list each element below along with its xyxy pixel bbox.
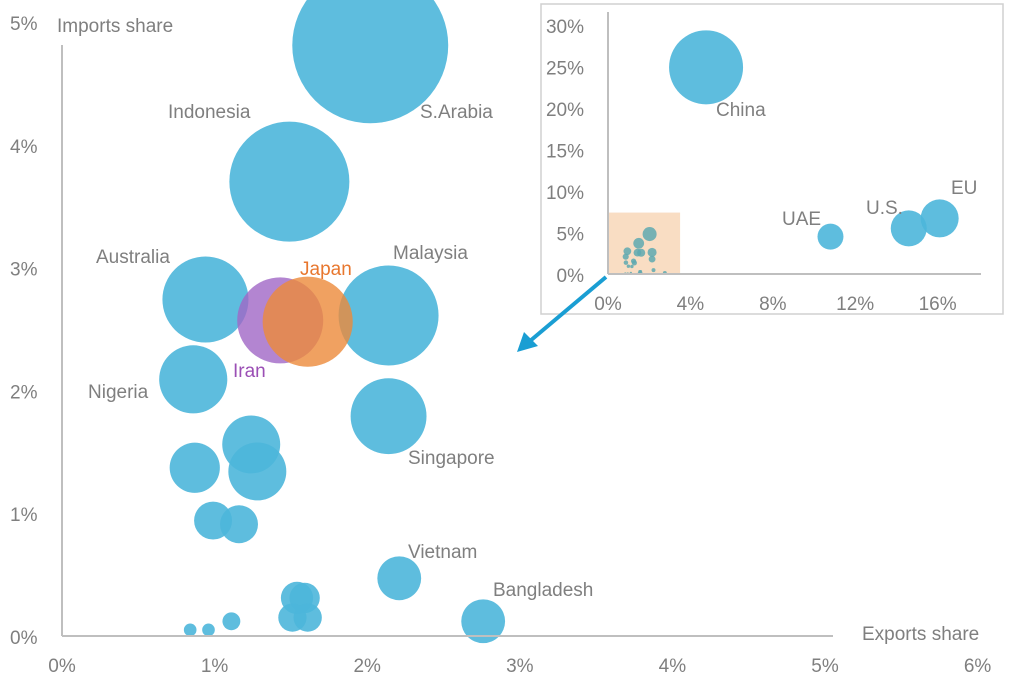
inset-y-tick-label: 25% xyxy=(546,59,584,80)
inset-chart: 0% 4% 8% 12% 16% 0% 5% 10% 15% 20% 25% 30% China UAE… xyxy=(540,3,1004,315)
y-tick-label: 1% xyxy=(10,505,38,526)
y-tick-label: 3% xyxy=(10,260,38,281)
bubble-bangladesh xyxy=(461,599,506,644)
inset-ticks: 0% 4% 8% 12% 16% 0% 5% 10% 15% 20% 25% 30% xyxy=(546,17,957,315)
inset-bubble-label: U.S. xyxy=(866,198,903,219)
bubble-label: Singapore xyxy=(408,448,495,469)
inset-bubble-eu xyxy=(920,199,959,238)
inset-small-bubble xyxy=(623,247,632,256)
bubble-label: Indonesia xyxy=(168,102,251,123)
bubble-label: Iran xyxy=(233,361,266,382)
x-tick-label: 6% xyxy=(964,656,992,677)
inset-small-bubble xyxy=(648,255,656,263)
bubble-label: S.Arabia xyxy=(420,102,493,123)
inset-y-tick-label: 20% xyxy=(546,100,584,121)
x-tick-label: 3% xyxy=(506,656,534,677)
inset-small-bubble xyxy=(622,253,629,260)
inset-small-bubble xyxy=(623,260,629,265)
bubble-unlabeled-10 xyxy=(169,442,220,493)
zoom-arrow xyxy=(517,275,608,352)
bubble-australia xyxy=(162,256,249,343)
y-tick-label: 4% xyxy=(10,137,38,158)
bubble-unlabeled-18 xyxy=(293,603,322,632)
inset-x-tick-label: 12% xyxy=(836,294,874,315)
bubble-unlabeled-12 xyxy=(220,505,258,544)
inset-bubble-china xyxy=(669,30,744,105)
inset-bubble-u-s. xyxy=(890,210,927,247)
bubble-label: Malaysia xyxy=(393,243,468,264)
bubble-label: Australia xyxy=(96,247,170,268)
inset-x-tick-label: 16% xyxy=(919,294,957,315)
inset-labels: China UAE U.S. EU xyxy=(716,100,977,230)
inset-y-tick-label: 10% xyxy=(546,183,584,204)
bubble-label: Japan xyxy=(300,259,352,280)
x-tick-label: 0% xyxy=(48,656,76,677)
bubble-japan xyxy=(262,276,353,367)
inset-small-bubble xyxy=(630,264,634,269)
y-tick-label: 2% xyxy=(10,382,38,403)
inset-y-tick-label: 15% xyxy=(546,142,584,163)
x-tick-label: 2% xyxy=(353,656,381,677)
bubble-indonesia xyxy=(229,121,350,242)
inset-small-bubble xyxy=(637,248,646,257)
x-tick-label: 1% xyxy=(201,656,229,677)
bubble-nigeria xyxy=(159,345,228,414)
inset-bubble-label: UAE xyxy=(782,209,821,230)
inset-x-tick-label: 0% xyxy=(594,294,622,315)
inset-bubble-uae xyxy=(817,223,844,250)
y-tick-label: 0% xyxy=(10,628,38,649)
inset-y-tick-label: 30% xyxy=(546,17,584,38)
bubble-malaysia xyxy=(338,265,439,366)
inset-bubbles xyxy=(669,30,959,250)
inset-small-bubble xyxy=(626,264,631,268)
inset-y-tick-label: 5% xyxy=(557,225,585,246)
bubble-unlabeled-20 xyxy=(183,623,197,637)
bubble-s-arabia xyxy=(292,0,449,124)
bubble-unlabeled-19 xyxy=(222,612,241,631)
y-axis-label: Imports share xyxy=(57,16,173,37)
bubble-unlabeled-9 xyxy=(228,442,287,501)
y-tick-label: 5% xyxy=(10,14,38,35)
inset-x-tick-label: 8% xyxy=(759,294,787,315)
main-ticks: 0% 1% 2% 3% 4% 5% 6% 0% 1% 2% 3% 4% 5% xyxy=(10,14,991,677)
bubble-singapore xyxy=(350,378,427,455)
x-tick-label: 5% xyxy=(811,656,839,677)
inset-small-bubble xyxy=(642,227,657,242)
inset-small-bubble xyxy=(631,260,637,266)
x-axis-label: Exports share xyxy=(862,624,979,645)
inset-small-bubble xyxy=(633,237,645,249)
main-bubbles xyxy=(159,0,506,644)
inset-bubble-label: China xyxy=(716,100,766,121)
bubble-label: Bangladesh xyxy=(493,580,593,601)
x-tick-label: 4% xyxy=(659,656,687,677)
bubble-label: Vietnam xyxy=(408,542,477,563)
inset-x-tick-label: 4% xyxy=(677,294,705,315)
bubble-label: Nigeria xyxy=(88,382,149,403)
inset-small-bubble xyxy=(651,268,656,273)
bubble-vietnam xyxy=(377,556,422,601)
bubble-unlabeled-21 xyxy=(202,623,215,637)
inset-bubble-label: EU xyxy=(951,178,977,199)
inset-y-tick-label: 0% xyxy=(557,266,585,287)
main-labels: S.Arabia Indonesia Malaysia Australia Iran Ja… xyxy=(88,102,593,601)
inset-small-bubble xyxy=(647,247,657,257)
